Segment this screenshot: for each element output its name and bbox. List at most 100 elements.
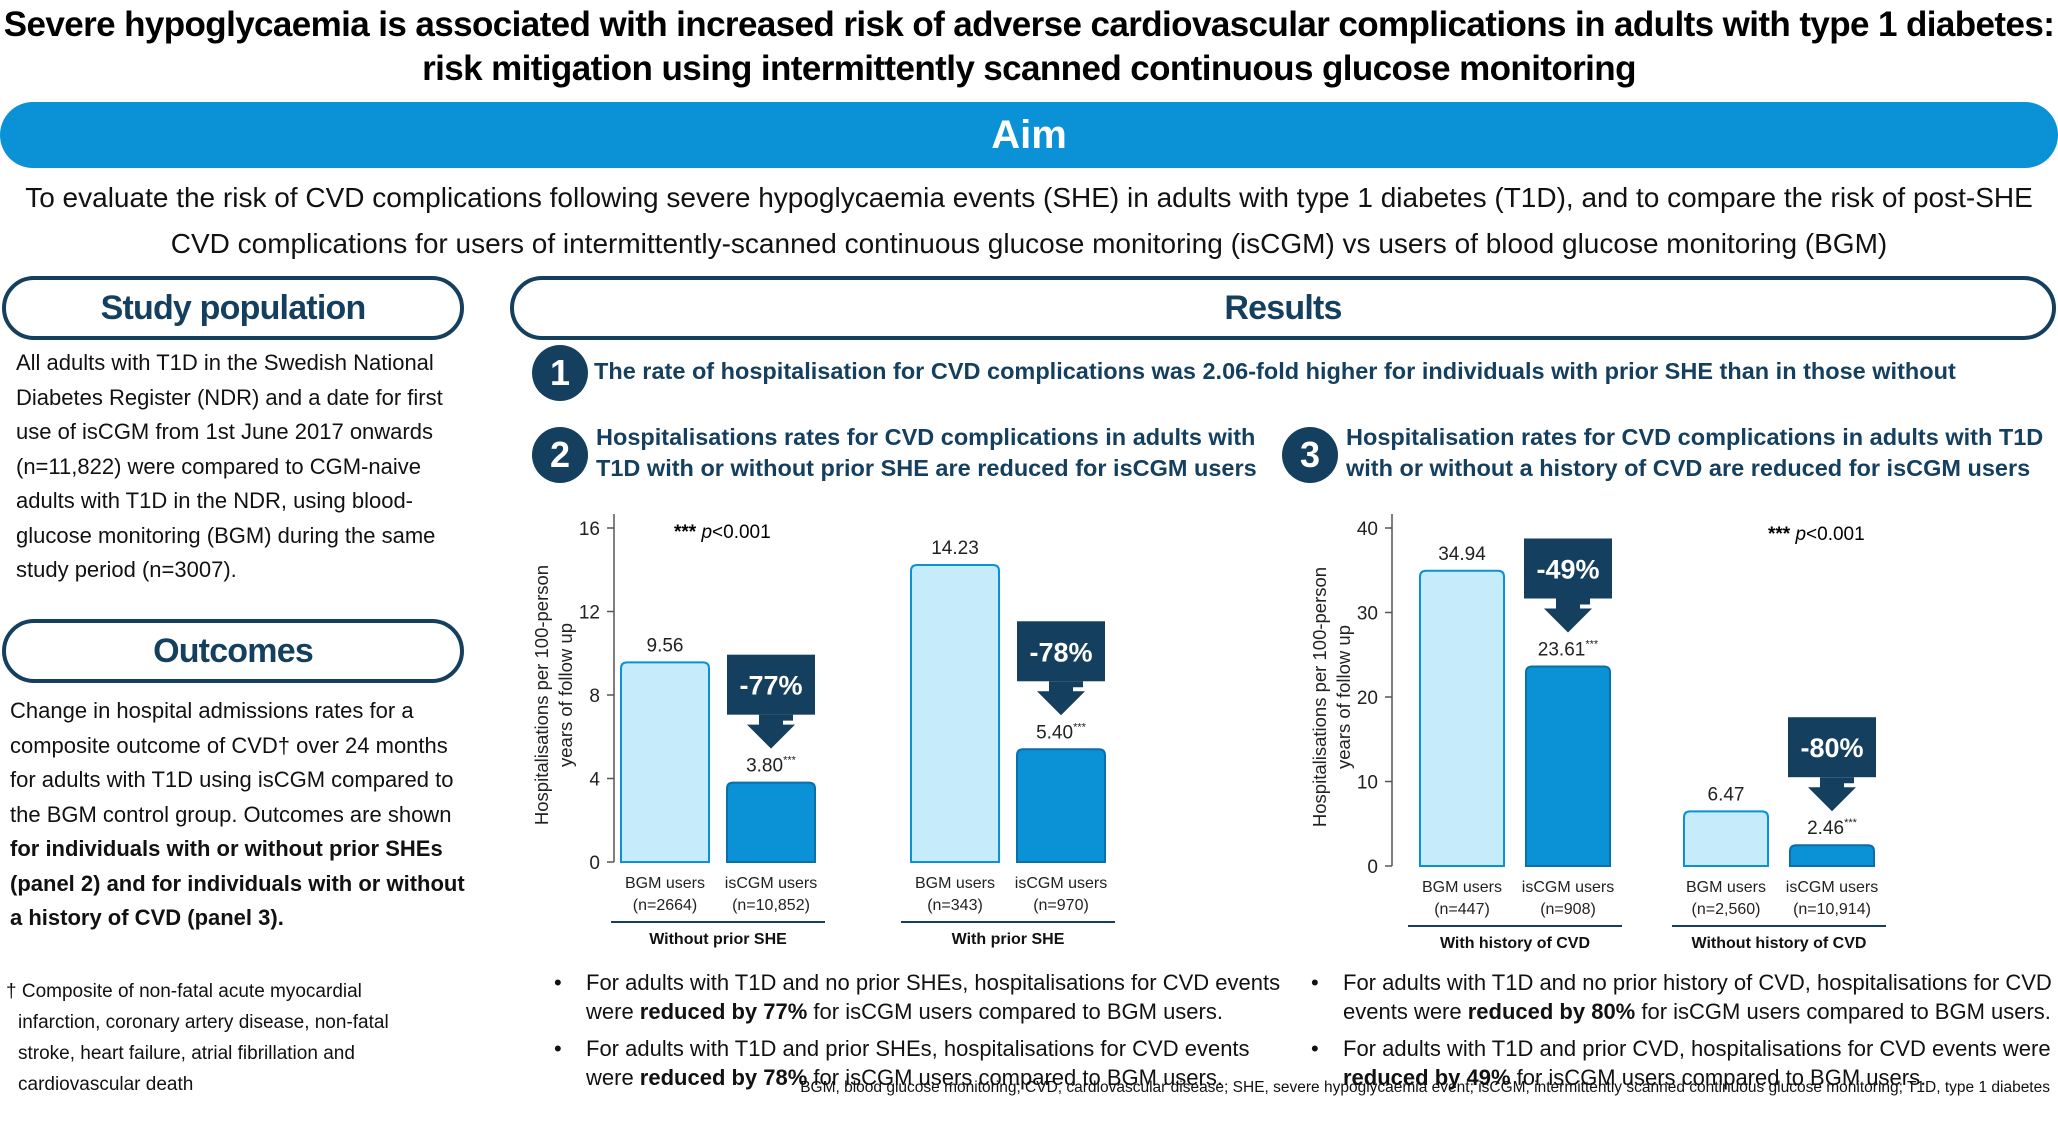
reduction-label: -77% — [739, 671, 802, 701]
bullet-item: • For adults with T1D and prior SHEs, ho… — [554, 1034, 1286, 1092]
bar — [1016, 748, 1106, 863]
bullet-dot-icon: • — [1311, 1036, 1319, 1061]
y-tick-label: 30 — [1357, 604, 1378, 625]
x-bar-label: BGM users — [915, 875, 995, 892]
x-bar-n-label: (n=343) — [927, 897, 983, 914]
study-population-heading: Study population — [2, 276, 464, 340]
footnote-line: stroke, heart failure, atrial fibrillati… — [18, 1043, 355, 1064]
reduction-label: -78% — [1029, 637, 1092, 667]
finding-1-text: The rate of hospitalisation for CVD comp… — [594, 358, 1956, 384]
footnote-line: infarction, coronary artery disease, non… — [18, 1012, 389, 1033]
y-axis-label: years of follow up — [1333, 625, 1354, 769]
bullet-item: • For adults with T1D and prior CVD, hos… — [1311, 1034, 2055, 1092]
panel-2-badge: 2 — [532, 427, 588, 483]
main-title-line-1: Severe hypoglycaemia is associated with … — [3, 5, 2055, 44]
x-bar-n-label: (n=10,852) — [732, 897, 810, 914]
panel-3-bullets: • For adults with T1D and no prior histo… — [1311, 968, 2055, 1092]
y-tick-label: 12 — [579, 603, 600, 624]
study-population-line: use of isCGM from 1st June 2017 onwards — [16, 419, 433, 444]
outcomes-line: Change in hospital admissions rates for … — [10, 698, 414, 723]
outcomes-heading: Outcomes — [2, 619, 464, 683]
y-axis-label: Hospitalisations per 100-person — [1309, 567, 1330, 827]
group-label: With prior SHE — [952, 931, 1065, 948]
study-population-line: Diabetes Register (NDR) and a date for f… — [16, 384, 443, 410]
study-population-line: (n=11,822) were compared to CGM-naive — [16, 453, 421, 479]
panel-3-heading-line: with or without a history of CVD are red… — [1346, 455, 2031, 481]
reduction-box — [1017, 621, 1105, 682]
down-arrow-icon — [1808, 777, 1856, 812]
down-arrow-icon — [1037, 681, 1085, 716]
group-label: With history of CVD — [1440, 935, 1590, 952]
bar-value-label: 5.40*** — [1036, 721, 1087, 743]
bar — [1789, 844, 1875, 867]
chart-panel-3: 0 10 20 30 40 Hospitalisations per 100-person… — [1309, 514, 1886, 952]
group-label: Without history of CVD — [1692, 935, 1867, 952]
outcomes-line: the BGM control group. Outcomes are show… — [10, 801, 452, 827]
panel-2-bullets: • For adults with T1D and no prior SHEs,… — [554, 968, 1286, 1092]
bullet-line: were reduced by 77% for isCGM users comp… — [586, 999, 1223, 1024]
footnote-line: cardiovascular death — [18, 1074, 194, 1095]
reduction-label: -80% — [1800, 733, 1863, 763]
x-bar-n-label: (n=2,560) — [1692, 901, 1761, 918]
study-population-line: study period (n=3007). — [16, 557, 237, 582]
y-tick-label: 20 — [1357, 688, 1378, 709]
bar-value-label: 6.47 — [1708, 784, 1745, 805]
y-tick-label: 0 — [589, 853, 600, 874]
bar-value-label: 2.46*** — [1807, 817, 1858, 839]
down-arrow-icon — [747, 714, 795, 749]
study-population-line: glucose monitoring (BGM) during the same — [16, 522, 436, 548]
bullet-item: • For adults with T1D and no prior histo… — [1311, 968, 2055, 1026]
x-bar-label: BGM users — [625, 875, 705, 892]
aim-text-line-2: CVD complications for users of intermitt… — [170, 228, 1888, 259]
study-population-text: All adults with T1D in the Swedish Natio… — [16, 346, 466, 588]
y-tick-label: 40 — [1357, 519, 1378, 540]
outcomes-line: for adults with T1D using isCGM compared… — [10, 767, 454, 792]
bullet-line: events were reduced by 80% for isCGM use… — [1343, 999, 2051, 1024]
reduction-label: -49% — [1536, 554, 1599, 584]
finding-1-badge: 1 — [532, 345, 588, 401]
y-tick-label: 8 — [589, 686, 600, 707]
x-bar-label: isCGM users — [1015, 875, 1107, 892]
bar — [1525, 665, 1611, 867]
footnote-line: † Composite of non-fatal acute myocardia… — [6, 981, 362, 1002]
reduction-box — [727, 654, 815, 715]
outcomes-line: composite outcome of CVD† over 24 months — [10, 732, 448, 758]
panel-2-heading-line: T1D with or without prior SHE are reduce… — [596, 455, 1257, 481]
significance-note: *** p<0.001 — [1768, 524, 1865, 545]
panel-3-heading: Hospitalisation rates for CVD complicati… — [1346, 422, 2046, 484]
x-bar-n-label: (n=10,914) — [1793, 901, 1871, 918]
panel-2-heading-line: Hospitalisations rates for CVD complicat… — [596, 424, 1256, 450]
y-tick-label: 4 — [589, 770, 600, 791]
arrow-stem — [749, 714, 793, 721]
bullet-line: were reduced by 78% for isCGM users comp… — [586, 1065, 1223, 1090]
bar-value-label: 14.23 — [931, 538, 979, 559]
bar — [1419, 569, 1505, 867]
study-population-line: All adults with T1D in the Swedish Natio… — [16, 350, 434, 375]
bullet-item: • For adults with T1D and no prior SHEs,… — [554, 968, 1286, 1026]
y-axis-label: years of follow up — [555, 623, 576, 767]
x-bar-label: BGM users — [1422, 879, 1502, 896]
bullet-dot-icon: • — [554, 970, 562, 995]
bullet-line: reduced by 49% for isCGM users compared … — [1343, 1065, 1927, 1090]
results-heading: Results — [510, 276, 2056, 340]
y-axis-label: Hospitalisations per 100-person — [531, 565, 552, 825]
abbreviations-note: BGM, blood glucose monitoring; CVD, card… — [800, 1079, 2050, 1096]
aim-text-line-1: To evaluate the risk of CVD complication… — [25, 182, 2033, 213]
bar — [910, 563, 1000, 863]
bar-value-label: 34.94 — [1438, 544, 1486, 565]
x-bar-n-label: (n=2664) — [633, 897, 698, 914]
bar — [620, 661, 710, 863]
y-tick-label: 16 — [579, 519, 600, 540]
down-arrow-icon — [1544, 598, 1592, 633]
footnote: † Composite of non-fatal acute myocardia… — [6, 976, 462, 1100]
reduction-box — [1788, 717, 1876, 778]
arrow-stem — [1810, 777, 1854, 784]
panel-3-badge: 3 — [1282, 427, 1338, 483]
x-bar-label: BGM users — [1686, 879, 1766, 896]
bullet-line: For adults with T1D and no prior history… — [1343, 970, 2052, 995]
x-bar-label: isCGM users — [1786, 879, 1878, 896]
arrow-stem — [1546, 598, 1590, 605]
group-label: Without prior SHE — [649, 931, 787, 948]
arrow-stem — [1039, 681, 1083, 688]
study-population-line: adults with T1D in the NDR, using blood- — [16, 488, 414, 513]
